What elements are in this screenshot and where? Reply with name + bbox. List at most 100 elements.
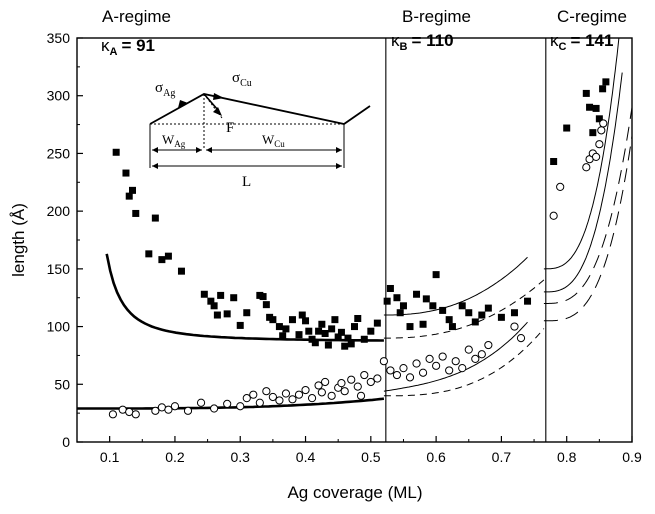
inset-sigma-cu-symbol: σ bbox=[232, 70, 240, 86]
y-tick-label: 200 bbox=[47, 203, 71, 219]
square-marker bbox=[592, 104, 600, 112]
square-marker bbox=[288, 316, 296, 324]
square-marker bbox=[337, 328, 345, 336]
square-marker bbox=[318, 320, 326, 328]
circle-marker bbox=[356, 391, 366, 400]
inset-force-label: F bbox=[226, 120, 234, 136]
inset-sigma-cu-arrow bbox=[213, 93, 224, 100]
regime-a-label: A-regime bbox=[102, 7, 171, 26]
circle-marker bbox=[386, 366, 395, 375]
fit-curve-b-lower-dashed bbox=[383, 328, 545, 397]
circle-marker bbox=[471, 354, 480, 363]
inset-wag-sub: Ag bbox=[174, 139, 185, 149]
square-marker bbox=[311, 339, 319, 347]
y-tick-label: 0 bbox=[62, 434, 70, 450]
circle-marker bbox=[281, 389, 291, 398]
x-tick-label: 0.4 bbox=[296, 449, 316, 465]
inset-wcu-sub: Cu bbox=[274, 139, 285, 149]
square-marker bbox=[151, 214, 159, 222]
inset-wag-arrowheads bbox=[152, 147, 202, 153]
circle-marker bbox=[223, 399, 232, 409]
circle-marker bbox=[131, 410, 140, 419]
y-tick-label: 300 bbox=[47, 88, 71, 104]
x-tick-label: 0.6 bbox=[426, 449, 446, 465]
circle-marker bbox=[412, 359, 421, 368]
square-marker bbox=[465, 309, 473, 317]
square-marker bbox=[223, 310, 231, 318]
circle-marker bbox=[314, 381, 323, 390]
kappa-b-value: = 110 bbox=[411, 31, 453, 50]
y-tick-label: 50 bbox=[54, 376, 70, 392]
square-marker bbox=[269, 316, 277, 324]
circle-marker bbox=[353, 382, 362, 391]
circle-marker bbox=[196, 398, 206, 407]
square-marker bbox=[302, 317, 310, 325]
square-marker bbox=[586, 103, 594, 111]
square-marker bbox=[331, 316, 339, 324]
square-marker bbox=[145, 250, 153, 258]
square-marker bbox=[367, 327, 375, 335]
kappa-a-symbol: κ bbox=[101, 36, 110, 55]
regime-c-label: C-regime bbox=[557, 7, 627, 26]
square-marker bbox=[497, 313, 505, 321]
square-marker bbox=[445, 316, 453, 324]
square-marker bbox=[207, 297, 215, 305]
inset-sigma-ag-label: σAg bbox=[155, 80, 175, 99]
square-marker bbox=[305, 327, 313, 335]
square-marker bbox=[164, 252, 172, 260]
fit-curve-b-upper-dashed bbox=[383, 279, 545, 339]
circle-marker bbox=[340, 387, 349, 396]
circle-marker bbox=[366, 377, 375, 387]
square-marker bbox=[132, 209, 140, 217]
circle-marker bbox=[294, 390, 304, 399]
circle-marker bbox=[275, 396, 284, 405]
circle-marker bbox=[301, 385, 310, 395]
inset-force-arrowhead bbox=[213, 107, 222, 116]
square-marker bbox=[582, 89, 590, 97]
kappa-c-sub: C bbox=[559, 41, 567, 53]
inset-step-profile bbox=[149, 93, 371, 125]
square-marker bbox=[177, 267, 185, 275]
square-marker bbox=[429, 302, 437, 310]
fit-curve-c-upper-dashed bbox=[543, 107, 633, 304]
y-tick-label: 150 bbox=[47, 261, 71, 277]
circle-marker bbox=[451, 357, 460, 366]
circle-marker bbox=[392, 370, 402, 380]
square-marker bbox=[200, 290, 208, 298]
square-marker bbox=[550, 158, 558, 166]
square-marker bbox=[275, 323, 283, 331]
circle-marker bbox=[151, 406, 160, 415]
circle-marker bbox=[464, 345, 473, 354]
circle-marker bbox=[484, 340, 493, 350]
square-marker bbox=[217, 291, 225, 299]
square-marker bbox=[599, 85, 607, 93]
kappa-b-sub: B bbox=[400, 41, 408, 53]
circle-marker bbox=[242, 394, 251, 403]
square-marker bbox=[125, 192, 133, 200]
circle-marker bbox=[337, 379, 346, 388]
y-tick-label: 100 bbox=[47, 319, 71, 335]
square-marker bbox=[386, 284, 394, 292]
square-marker bbox=[351, 323, 358, 331]
square-marker bbox=[406, 323, 414, 331]
square-marker bbox=[413, 290, 421, 298]
square-marker bbox=[341, 342, 349, 350]
x-tick-label: 0.1 bbox=[100, 449, 120, 465]
circle-marker bbox=[556, 182, 565, 192]
square-marker bbox=[210, 302, 218, 310]
square-marker bbox=[347, 340, 355, 348]
square-marker bbox=[524, 297, 532, 305]
circle-marker bbox=[210, 404, 219, 413]
square-marker bbox=[243, 309, 251, 317]
square-marker bbox=[282, 325, 290, 333]
circle-marker bbox=[317, 388, 326, 397]
circle-marker bbox=[164, 405, 173, 414]
square-marker bbox=[471, 318, 479, 326]
kappa-c-symbol: κ bbox=[550, 31, 559, 50]
square-marker bbox=[432, 271, 440, 279]
regime-b-label: B-regime bbox=[402, 7, 471, 26]
circle-marker bbox=[477, 350, 486, 359]
x-axis-label: Ag coverage (ML) bbox=[287, 483, 422, 502]
x-tick-label: 0.3 bbox=[231, 449, 251, 465]
